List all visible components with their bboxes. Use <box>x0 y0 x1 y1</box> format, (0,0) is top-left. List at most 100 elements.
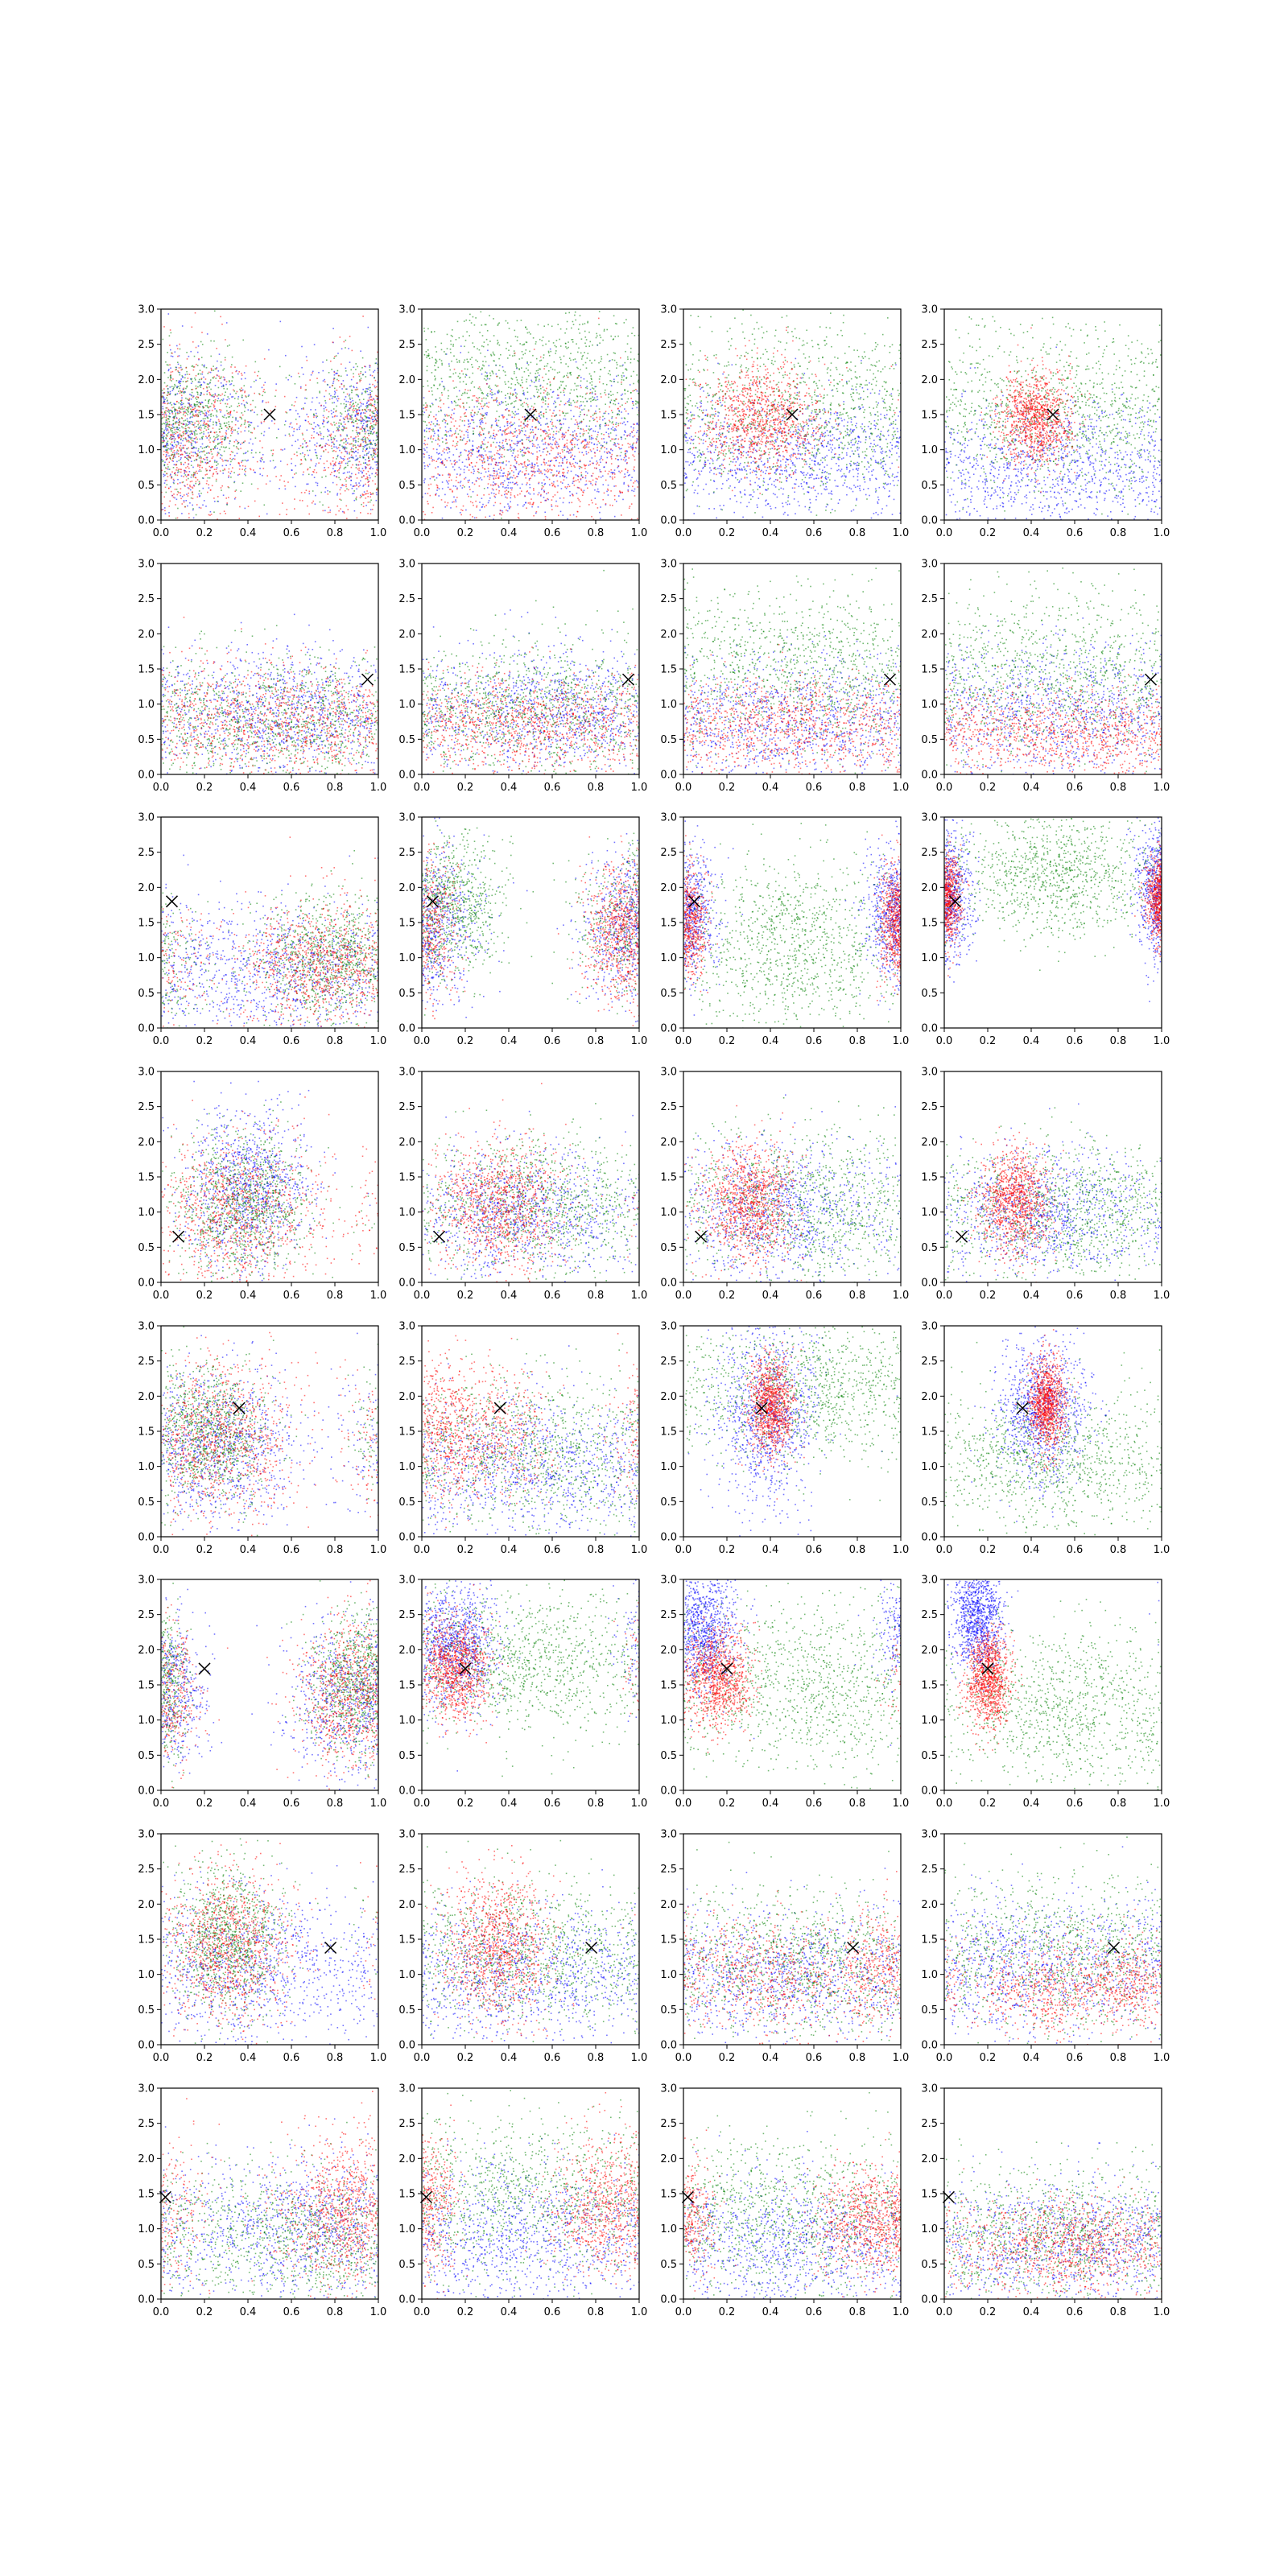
scatter-point <box>634 390 635 391</box>
scatter-point <box>460 430 461 431</box>
scatter-point <box>336 440 338 442</box>
y-tick-label: 1.0 <box>138 444 155 456</box>
scatter-point <box>596 333 597 335</box>
scatter-point <box>359 399 361 401</box>
scatter-point <box>590 401 592 402</box>
scatter-point <box>511 455 513 456</box>
scatter-point <box>175 431 177 433</box>
scatter-point <box>199 379 200 381</box>
scatter-point <box>206 470 208 472</box>
scatter-point <box>621 365 623 367</box>
scatter-point <box>626 369 628 371</box>
scatter-point <box>339 461 341 463</box>
scatter-point <box>515 384 517 386</box>
scatter-point <box>432 394 434 396</box>
scatter-point <box>507 503 509 505</box>
scatter-point <box>176 461 178 463</box>
scatter-point <box>296 429 298 431</box>
scatter-point <box>483 455 485 456</box>
scatter-point <box>429 457 431 459</box>
scatter-point <box>557 420 559 422</box>
scatter-point <box>179 407 180 408</box>
scatter-point <box>355 482 357 484</box>
scatter-point <box>547 432 548 434</box>
scatter-point <box>556 475 558 477</box>
scatter-point <box>187 419 188 420</box>
scatter-point <box>447 334 448 336</box>
scatter-point <box>242 482 244 484</box>
scatter-point <box>459 337 460 339</box>
scatter-point <box>179 413 180 415</box>
scatter-point <box>196 456 198 457</box>
scatter-point <box>223 386 225 387</box>
scatter-point <box>434 479 436 481</box>
scatter-point <box>307 469 308 471</box>
scatter-point <box>570 495 572 497</box>
scatter-point <box>536 389 538 390</box>
scatter-point <box>194 366 196 368</box>
scatter-point <box>514 431 515 433</box>
scatter-point <box>219 431 221 433</box>
scatter-point <box>583 419 584 420</box>
scatter-point <box>610 432 612 434</box>
scatter-point <box>562 439 564 440</box>
scatter-point <box>187 407 188 409</box>
scatter-point <box>536 452 538 453</box>
scatter-point <box>217 467 218 469</box>
scatter-point <box>472 502 473 504</box>
scatter-point <box>297 413 299 415</box>
scatter-point <box>516 463 518 464</box>
scatter-point <box>339 427 341 428</box>
scatter-point <box>570 353 572 354</box>
scatter-point <box>540 411 542 413</box>
scatter-point <box>451 431 452 432</box>
scatter-point <box>451 361 452 362</box>
scatter-point <box>227 437 229 439</box>
scatter-point <box>440 411 442 412</box>
scatter-point <box>242 396 243 398</box>
scatter-point <box>344 511 345 513</box>
scatter-point <box>262 454 264 456</box>
scatter-point <box>450 460 452 462</box>
scatter-point <box>303 408 304 410</box>
scatter-point <box>496 411 497 412</box>
scatter-point <box>361 444 362 445</box>
scatter-point <box>208 372 210 374</box>
scatter-point <box>289 375 291 377</box>
scatter-point <box>334 471 336 473</box>
scatter-point <box>602 416 604 418</box>
scatter-point <box>241 373 242 374</box>
scatter-point <box>606 329 608 331</box>
scatter-point <box>546 365 547 367</box>
scatter-point <box>570 464 572 465</box>
scatter-point <box>580 436 581 438</box>
scatter-point <box>299 429 300 431</box>
scatter-point <box>592 382 593 383</box>
scatter-point <box>345 419 346 420</box>
scatter-point <box>504 382 506 383</box>
scatter-point <box>327 444 328 445</box>
scatter-point <box>482 335 484 336</box>
scatter-point <box>552 436 554 438</box>
scatter-point <box>204 407 205 408</box>
scatter-point <box>522 406 524 407</box>
scatter-point <box>196 504 198 506</box>
scatter-point <box>212 476 213 477</box>
scatter-point <box>452 345 454 347</box>
scatter-point <box>191 411 192 412</box>
scatter-point <box>229 384 231 386</box>
scatter-point <box>369 392 371 394</box>
scatter-point <box>548 370 550 372</box>
scatter-point <box>213 497 215 499</box>
scatter-point <box>616 417 617 419</box>
scatter-point <box>482 422 484 423</box>
scatter-point <box>315 503 316 505</box>
scatter-point <box>324 411 325 412</box>
scatter-point <box>524 344 526 345</box>
scatter-point <box>627 390 629 392</box>
scatter-point <box>564 447 566 448</box>
scatter-point <box>226 399 228 401</box>
scatter-point <box>173 480 175 481</box>
scatter-point <box>182 418 184 419</box>
scatter-point <box>363 441 365 443</box>
